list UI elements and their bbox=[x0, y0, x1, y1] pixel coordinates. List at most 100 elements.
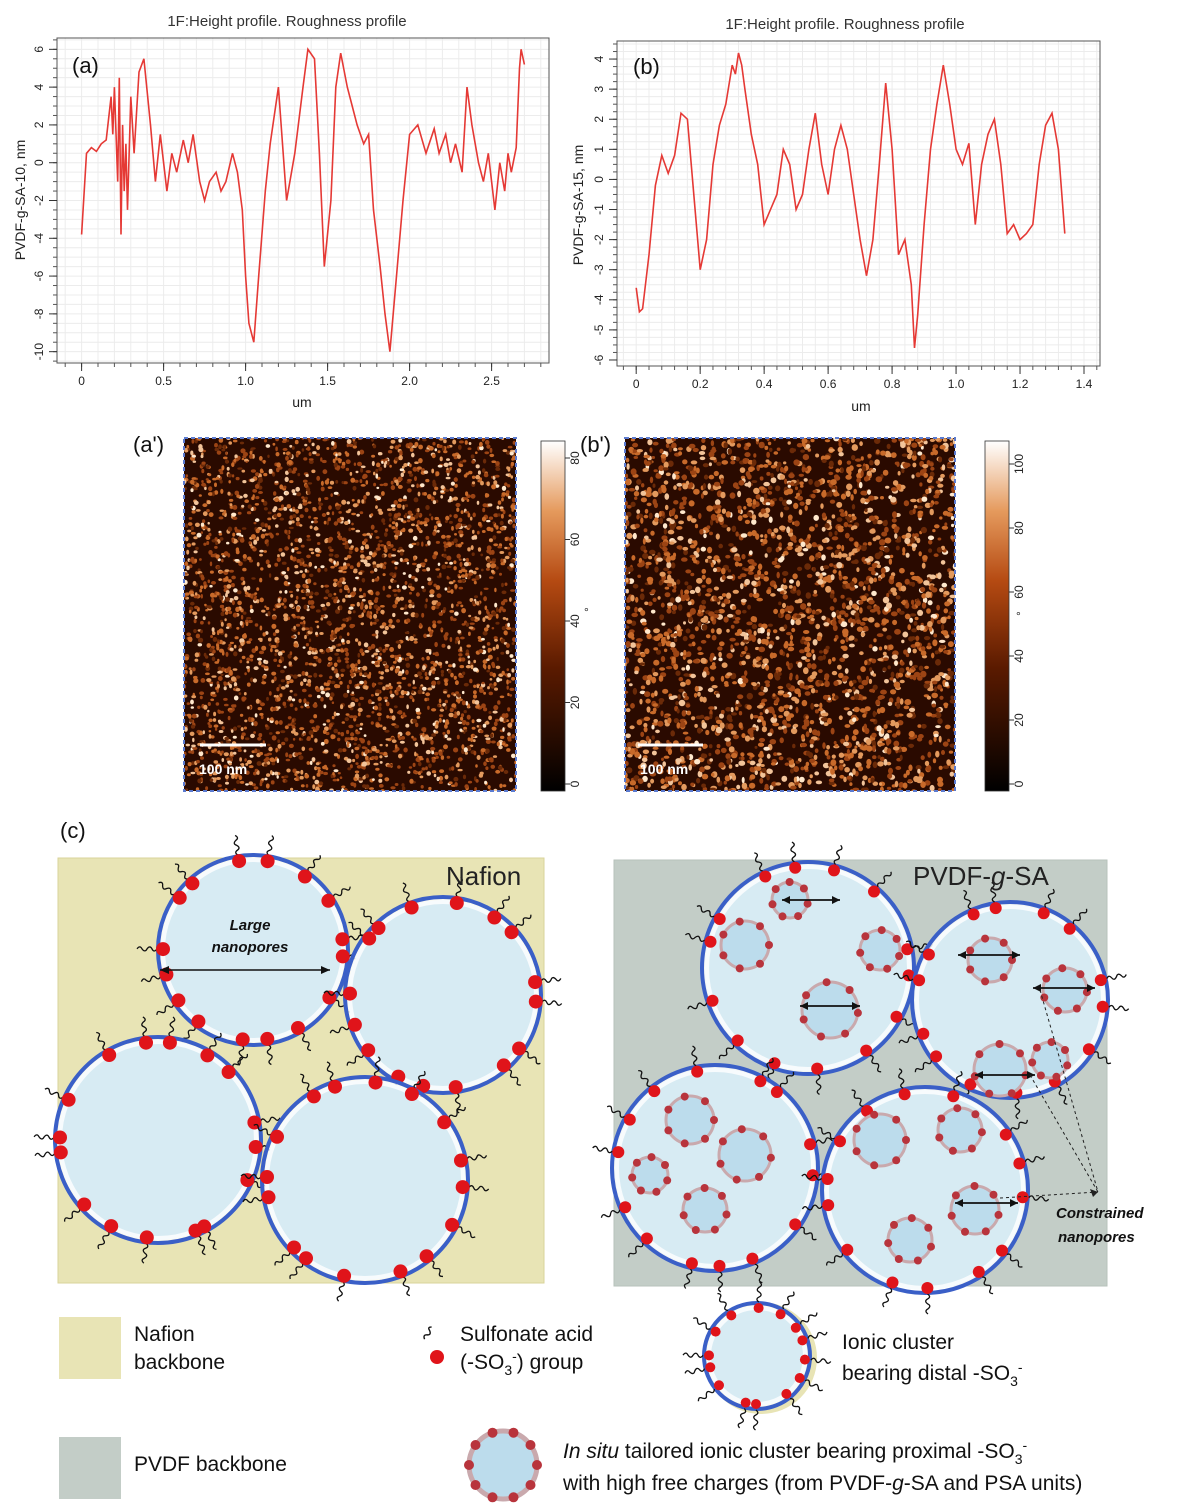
afm-grain bbox=[365, 773, 369, 779]
afm-grain bbox=[481, 438, 486, 442]
afm-grain bbox=[457, 543, 462, 548]
afm-grain bbox=[861, 679, 869, 686]
afm-grain bbox=[510, 504, 515, 510]
afm-grain bbox=[819, 702, 823, 709]
afm-grain bbox=[377, 452, 383, 456]
afm-grain bbox=[700, 445, 707, 451]
afm-grain bbox=[707, 483, 711, 490]
afm-grain bbox=[340, 668, 346, 673]
afm-grain bbox=[190, 593, 195, 597]
afm-grain bbox=[439, 456, 443, 462]
afm-grain bbox=[480, 568, 484, 572]
afm-grain bbox=[504, 582, 508, 586]
afm-grain bbox=[309, 760, 313, 766]
afm-grain bbox=[408, 583, 413, 587]
afm-grain bbox=[411, 542, 417, 546]
afm-grain bbox=[412, 762, 416, 768]
afm-grain bbox=[747, 637, 753, 641]
afm-grain bbox=[315, 609, 321, 613]
afm-grain bbox=[362, 475, 367, 480]
afm-grain bbox=[789, 634, 794, 641]
afm-grain bbox=[392, 661, 397, 664]
afm-grain bbox=[429, 594, 435, 598]
afm-grain bbox=[793, 502, 799, 509]
afm-grain bbox=[422, 588, 426, 593]
afm-grain bbox=[396, 503, 402, 509]
afm-grain bbox=[345, 510, 351, 514]
afm-grain bbox=[301, 746, 306, 752]
afm-grain bbox=[801, 636, 806, 640]
afm-grain bbox=[389, 517, 392, 522]
afm-grain bbox=[878, 646, 883, 651]
afm-grain bbox=[192, 746, 198, 751]
afm-grain bbox=[362, 609, 366, 613]
afm-grain bbox=[397, 484, 403, 489]
afm-grain bbox=[354, 666, 358, 672]
afm-grain bbox=[191, 454, 196, 458]
afm-grain bbox=[834, 530, 838, 536]
afm-grain bbox=[242, 611, 247, 615]
afm-grain bbox=[929, 462, 934, 467]
afm-grain bbox=[642, 749, 650, 755]
afm-grain bbox=[450, 589, 454, 594]
afm-grain bbox=[357, 707, 363, 713]
afm-grain bbox=[223, 445, 227, 450]
afm-grain bbox=[236, 532, 242, 536]
afm-grain bbox=[444, 679, 448, 683]
afm-grain bbox=[371, 578, 375, 583]
afm-grain bbox=[310, 734, 314, 738]
afm-grain bbox=[387, 553, 393, 558]
afm-grain bbox=[395, 522, 399, 528]
afm-grain bbox=[359, 667, 363, 673]
afm-grain bbox=[351, 696, 356, 701]
afm-grain bbox=[397, 476, 403, 482]
afm-grain bbox=[249, 677, 254, 683]
afm-grain bbox=[218, 730, 224, 733]
afm-grain bbox=[376, 496, 382, 501]
afm-grain bbox=[509, 451, 514, 456]
afm-grain bbox=[827, 697, 832, 701]
afm-grain bbox=[448, 462, 453, 466]
afm-grain bbox=[279, 693, 283, 698]
afm-grain bbox=[258, 650, 265, 655]
afm-grain bbox=[258, 733, 263, 738]
afm-grain bbox=[884, 645, 888, 650]
afm-grain bbox=[355, 724, 361, 727]
afm-grain bbox=[271, 623, 277, 629]
afm-grain bbox=[407, 770, 411, 774]
afm-grain bbox=[690, 518, 697, 523]
afm-grain bbox=[823, 648, 828, 655]
afm-grain bbox=[274, 497, 280, 502]
afm-grain bbox=[715, 726, 723, 734]
afm-grain bbox=[253, 721, 258, 727]
afm-grain bbox=[202, 662, 207, 666]
afm-grain bbox=[359, 680, 364, 685]
afm-grain bbox=[346, 729, 350, 735]
afm-grain bbox=[379, 761, 383, 764]
afm-grain bbox=[475, 575, 480, 581]
afm-grain bbox=[239, 620, 243, 626]
afm-grain bbox=[208, 765, 212, 768]
afm-grain bbox=[191, 744, 196, 748]
afm-grain bbox=[188, 714, 192, 719]
afm-grain bbox=[767, 623, 774, 627]
afm-grain bbox=[744, 452, 751, 458]
afm-grain bbox=[204, 526, 208, 530]
afm-grain bbox=[373, 705, 379, 711]
afm-grain bbox=[710, 676, 715, 682]
afm-grain bbox=[346, 554, 352, 559]
afm-grain bbox=[507, 495, 511, 499]
afm-grain bbox=[433, 729, 436, 733]
afm-grain bbox=[354, 770, 360, 774]
chart-b-xlabel: um bbox=[851, 398, 870, 414]
afm-grain bbox=[482, 663, 486, 669]
afm-grain bbox=[507, 735, 512, 741]
afm-grain bbox=[924, 780, 931, 786]
afm-grain bbox=[371, 633, 377, 637]
afm-grain bbox=[293, 693, 298, 697]
afm-grain bbox=[465, 622, 469, 627]
afm-grain bbox=[347, 539, 352, 544]
afm-grain bbox=[843, 521, 849, 528]
afm-grain bbox=[511, 658, 516, 662]
afm-grain bbox=[334, 684, 339, 689]
